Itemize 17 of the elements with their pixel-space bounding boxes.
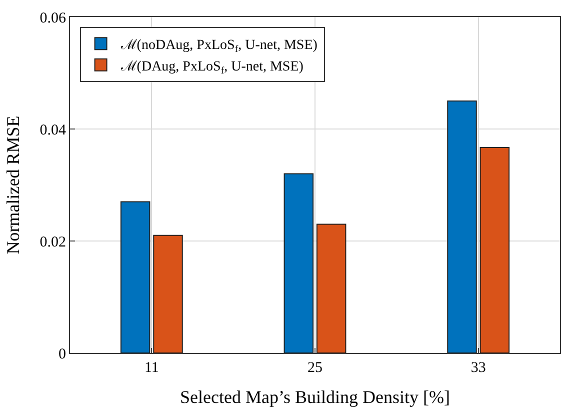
y-tick-label: 0.04 <box>40 122 66 138</box>
bar <box>153 234 183 353</box>
bar <box>480 146 510 353</box>
x-tick-label: 25 <box>308 360 322 376</box>
bar <box>284 173 314 353</box>
bar <box>447 100 477 353</box>
x-axis-title: Selected Map’s Building Density [%] <box>180 387 450 408</box>
bar <box>120 201 150 353</box>
y-tick-label: 0.06 <box>40 10 66 26</box>
legend-label: ℳ(noDAug, PxLoS$_{f}$, U-net, MSE) <box>120 38 318 56</box>
y-tick-label: 0.02 <box>40 234 66 250</box>
bar <box>316 224 346 353</box>
y-axis-title: Normalized RMSE <box>2 116 23 254</box>
x-tick-label: 11 <box>144 360 159 376</box>
legend-label: ℳ(DAug, PxLoS$_{f}$, U-net, MSE) <box>120 59 304 76</box>
y-tick-label: 0 <box>58 346 66 362</box>
x-tick-label: 33 <box>470 360 486 376</box>
